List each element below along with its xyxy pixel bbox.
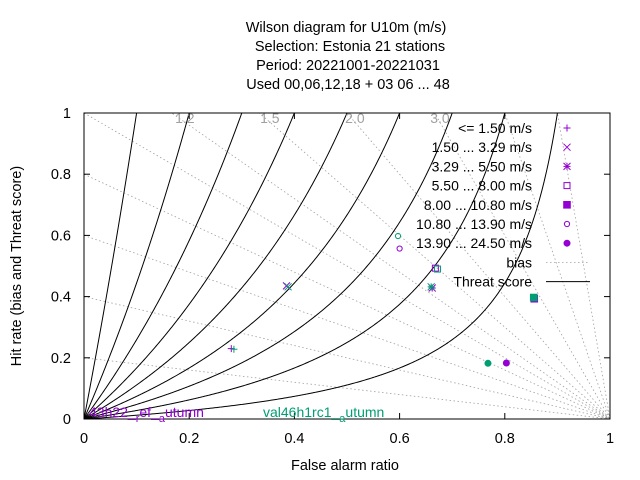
threat-curve-1 bbox=[84, 113, 506, 419]
bias-label-1: 1.5 bbox=[260, 110, 280, 126]
threat-curve-3 bbox=[84, 113, 401, 419]
series-footnotes: 43h22_ref_autumn val46h1rc1_autumn bbox=[89, 404, 384, 425]
bias-line-4 bbox=[84, 113, 610, 419]
bias-line-3 bbox=[84, 173, 610, 419]
x-tick-label-5: 1 bbox=[606, 431, 614, 447]
footnote-0: 43h22_ref_autumn bbox=[89, 404, 204, 425]
x-tick-label-1: 0.2 bbox=[179, 431, 199, 447]
threat-curve-7 bbox=[84, 113, 190, 419]
point-s1-c0 bbox=[230, 345, 238, 353]
footnote-0-part-2: ef_ bbox=[139, 404, 159, 420]
legend-marker-6 bbox=[563, 239, 571, 247]
footnote-0-part-4: utumn bbox=[165, 404, 204, 420]
y-tick-label-2: 0.4 bbox=[51, 290, 71, 306]
bias-label-2: 2.0 bbox=[345, 110, 365, 126]
bias-line-2 bbox=[84, 235, 610, 419]
threat-curve-5 bbox=[84, 113, 295, 419]
bias-line-1 bbox=[84, 296, 610, 419]
title-line-4: Used 00,06,12,18 + 03 06 ... 48 bbox=[246, 77, 450, 93]
y-tick-label-5: 1 bbox=[63, 106, 71, 122]
plot-frame bbox=[83, 112, 611, 420]
threat-curve-0 bbox=[84, 113, 558, 419]
bias-labels: 1.2 1.5 2.0 3.0 bbox=[175, 110, 450, 126]
chart-title: Wilson diagram for U10m (m/s) Selection:… bbox=[246, 20, 450, 93]
point-s1-c5 bbox=[394, 232, 402, 240]
legend-label-2: 3.29 ... 5.50 m/s bbox=[432, 158, 532, 174]
legend: <= 1.50 m/s 1.50 ... 3.29 m/s 3.29 ... 5.5… bbox=[416, 120, 590, 290]
bias-label-3: 3.0 bbox=[430, 110, 450, 126]
legend-marker-5 bbox=[563, 220, 571, 228]
legend-label-3: 5.50 ... 8.00 m/s bbox=[432, 178, 532, 194]
point-s1-c3 bbox=[433, 265, 441, 273]
threat-curve-8 bbox=[84, 113, 138, 419]
y-tick-label-1: 0.2 bbox=[51, 351, 71, 367]
legend-marker-2 bbox=[563, 162, 571, 171]
data-points bbox=[227, 232, 539, 367]
y-tick-label-0: 0 bbox=[63, 412, 71, 428]
y-axis-label: Hit rate (bias and Threat score) bbox=[9, 166, 25, 366]
footnote-1-part-4: utumn bbox=[345, 404, 384, 420]
legend-label-1: 1.50 ... 3.29 m/s bbox=[432, 139, 532, 155]
threat-curve-2 bbox=[84, 113, 453, 419]
title-line-2: Selection: Estonia 21 stations bbox=[255, 39, 445, 55]
footnote-1: val46h1rc1_autumn bbox=[263, 404, 384, 425]
point-s0-c6 bbox=[502, 359, 510, 367]
legend-label-5: 10.80 ... 13.90 m/s bbox=[416, 216, 532, 232]
title-line-3: Period: 20221001-20221031 bbox=[256, 58, 440, 74]
threat-score-curves bbox=[84, 113, 558, 419]
bias-label-0: 1.2 bbox=[175, 110, 195, 126]
bias-line-9 bbox=[504, 113, 610, 419]
legend-label-7: bias bbox=[506, 254, 532, 270]
footnote-0-part-3: a bbox=[159, 413, 166, 425]
axis-ticks: 0 0.2 0.4 0.6 0.8 1 0 0.2 0.4 0.6 0.8 1 bbox=[51, 106, 614, 447]
x-tick-label-2: 0.4 bbox=[284, 431, 304, 447]
legend-marker-4 bbox=[563, 201, 571, 209]
bias-lines bbox=[84, 113, 610, 419]
y-tick-label-3: 0.6 bbox=[51, 228, 71, 244]
y-tick-label-4: 0.8 bbox=[51, 167, 71, 183]
point-s1-c6 bbox=[484, 359, 492, 367]
point-s1-c2 bbox=[427, 282, 436, 291]
threat-curve-6 bbox=[84, 113, 243, 419]
footnote-1-part-1: a bbox=[339, 413, 346, 425]
legend-label-0: <= 1.50 m/s bbox=[458, 120, 532, 136]
legend-marker-3 bbox=[563, 182, 571, 190]
threat-curve-4 bbox=[84, 113, 348, 419]
legend-label-4: 8.00 ... 10.80 m/s bbox=[424, 197, 532, 213]
footnote-0-part-1: r bbox=[136, 413, 140, 425]
legend-label-8: Threat score bbox=[453, 274, 532, 290]
bias-line-7 bbox=[346, 113, 610, 419]
footnote-1-part-0: val46h1rc1_ bbox=[263, 404, 339, 420]
point-s0-c3 bbox=[431, 264, 439, 272]
x-axis-label: False alarm ratio bbox=[291, 458, 399, 474]
x-tick-label-4: 0.8 bbox=[495, 431, 515, 447]
legend-marker-1 bbox=[563, 143, 571, 152]
bias-line-0 bbox=[84, 357, 610, 419]
point-s1-c1 bbox=[284, 282, 292, 291]
point-s1-c4 bbox=[529, 293, 538, 302]
footnote-0-part-0: 43h22_ bbox=[89, 404, 136, 420]
x-tick-label-3: 0.6 bbox=[390, 431, 410, 447]
legend-marker-0 bbox=[563, 124, 571, 132]
legend-label-6: 13.90 ... 24.50 m/s bbox=[416, 235, 532, 251]
x-tick-label-0: 0 bbox=[80, 431, 88, 447]
point-s0-c5 bbox=[396, 245, 403, 252]
bias-line-5 bbox=[170, 113, 610, 419]
bias-line-6 bbox=[258, 113, 610, 419]
title-line-1: Wilson diagram for U10m (m/s) bbox=[246, 20, 447, 36]
